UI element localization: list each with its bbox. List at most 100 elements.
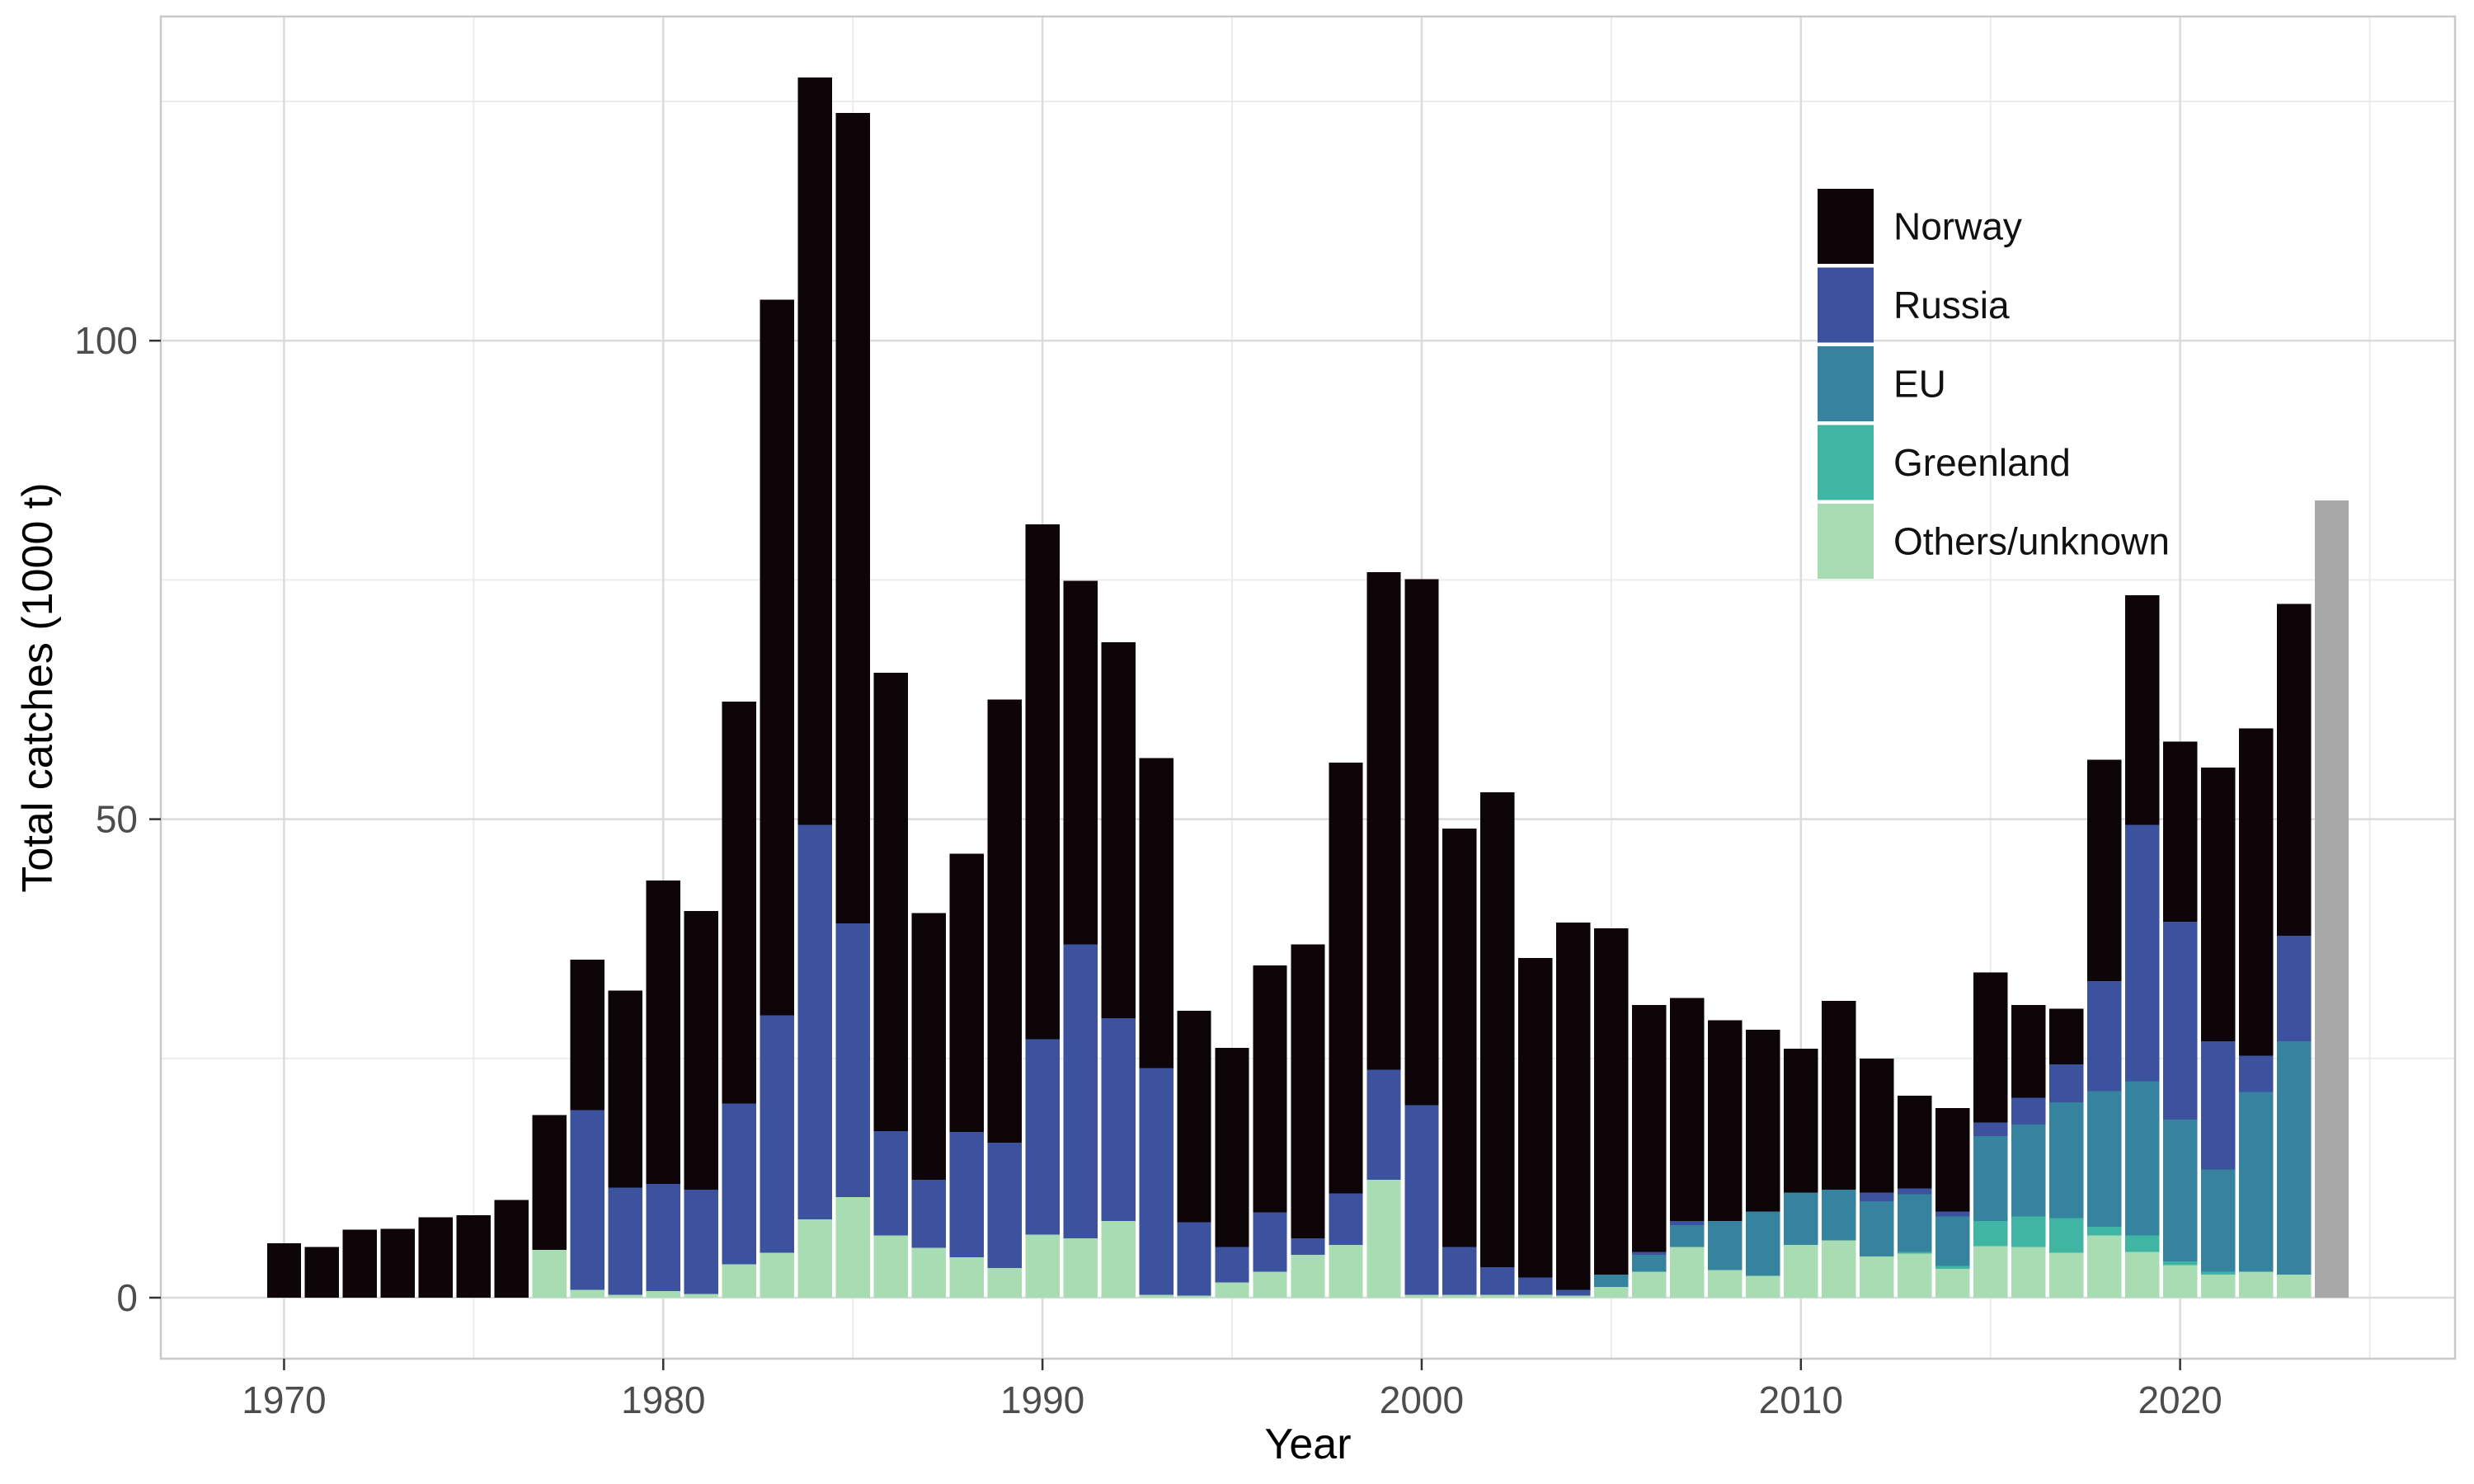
- bar-2015-Norway: [1973, 972, 2008, 1123]
- bar-2014-EU: [1935, 1216, 1970, 1266]
- bar-2011-EU: [1822, 1189, 1856, 1241]
- bar-1971-Norway: [304, 1247, 340, 1298]
- x-tick-label: 2020: [2138, 1378, 2222, 1421]
- y-tick-label: 100: [74, 319, 138, 362]
- bar-2015-Others/unknown: [1973, 1246, 2008, 1298]
- y-tick-label: 50: [96, 798, 138, 841]
- bar-1986-Others/unknown: [873, 1235, 908, 1298]
- bar-2009-EU: [1746, 1211, 1780, 1276]
- bar-2002-Russia: [1480, 1266, 1515, 1295]
- legend: Norway Russia EU Greenland Others/unknown: [1818, 189, 2170, 579]
- legend-label: Greenland: [1893, 441, 2071, 484]
- bar-1983-Russia: [760, 1015, 794, 1253]
- bar-1980-Norway: [646, 880, 680, 1184]
- bar-1997-Russia: [1291, 1238, 1325, 1255]
- bar-1984-Russia: [797, 824, 832, 1219]
- bar-2013-Others/unknown: [1898, 1253, 1932, 1298]
- bar-1977-Others/unknown: [532, 1249, 567, 1298]
- bar-2018-Russia: [2086, 980, 2122, 1092]
- bar-1990-Others/unknown: [1025, 1234, 1060, 1298]
- bar-2011-Others/unknown: [1822, 1240, 1856, 1298]
- bar-1996-Norway: [1253, 965, 1287, 1213]
- bar-1979-Others/unknown: [608, 1294, 642, 1298]
- bar-2008-Others/unknown: [1708, 1270, 1743, 1298]
- bar-2013-Norway: [1898, 1096, 1932, 1189]
- bar-2007-Norway: [1670, 998, 1705, 1222]
- bar-1994-Norway: [1177, 1010, 1211, 1223]
- bar-1991-Norway: [1063, 580, 1098, 945]
- bar-2012-EU: [1860, 1200, 1894, 1257]
- bar-2009-Others/unknown: [1746, 1275, 1780, 1298]
- bar-2021-EU: [2200, 1169, 2236, 1272]
- bar-2004-Norway: [1556, 922, 1591, 1290]
- bar-2017-Others/unknown: [2048, 1252, 2084, 1298]
- bar-1998-Norway: [1329, 763, 1363, 1194]
- bar-2018-EU: [2086, 1091, 2122, 1228]
- bar-2013-Russia: [1898, 1188, 1932, 1195]
- y-axis-title: Total catches (1000 t): [14, 482, 62, 893]
- bar-2017-EU: [2048, 1102, 2084, 1219]
- bar-1982-Norway: [722, 701, 756, 1104]
- bar-2016-Norway: [2011, 1004, 2046, 1098]
- bar-2008-Norway: [1708, 1020, 1743, 1222]
- bar-2022-Norway: [2238, 728, 2274, 1056]
- bar-1984-Norway: [797, 77, 832, 825]
- bar-2020-Norway: [2162, 741, 2198, 922]
- bar-1993-Norway: [1139, 758, 1174, 1068]
- bar-1999-Others/unknown: [1366, 1180, 1401, 1298]
- bar-2001-Russia: [1442, 1247, 1477, 1295]
- bar-2023-Russia: [2276, 936, 2312, 1041]
- legend-label: Others/unknown: [1893, 520, 2170, 563]
- bar-1995-Others/unknown: [1215, 1282, 1249, 1298]
- bar-1982-Others/unknown: [722, 1264, 756, 1298]
- bar-1996-Russia: [1253, 1212, 1287, 1272]
- bar-2002-Others/unknown: [1480, 1294, 1515, 1298]
- bar-1988-Norway: [949, 853, 984, 1133]
- bar-2007-Russia: [1670, 1221, 1705, 1225]
- bar-2023-Others/unknown: [2276, 1275, 2312, 1298]
- bar-1998-Russia: [1329, 1193, 1363, 1246]
- bar-1973-Norway: [380, 1228, 416, 1298]
- bar-1994-Russia: [1177, 1222, 1211, 1296]
- bar-1992-Russia: [1101, 1018, 1136, 1222]
- bar-1992-Norway: [1101, 641, 1136, 1019]
- legend-swatch-others-unknown: [1818, 504, 1874, 579]
- bar-2024-grey-2024: [2314, 500, 2349, 1298]
- bar-1988-Russia: [949, 1132, 984, 1258]
- bar-2020-Others/unknown: [2162, 1265, 2198, 1298]
- bar-1994-Others/unknown: [1177, 1295, 1211, 1298]
- bar-2008-EU: [1708, 1221, 1743, 1270]
- bar-1980-Others/unknown: [646, 1290, 680, 1298]
- bar-1978-Others/unknown: [570, 1289, 605, 1298]
- axes: 1970 1980 1990 2000 2010 2020 0 50 100: [74, 319, 2222, 1421]
- bar-1978-Russia: [570, 1110, 605, 1290]
- bar-2015-EU: [1973, 1135, 2008, 1222]
- panel-border: [159, 15, 2457, 1360]
- bar-2014-Russia: [1935, 1211, 1970, 1217]
- bar-2013-Greenland: [1898, 1252, 1932, 1254]
- bar-2000-Others/unknown: [1404, 1294, 1439, 1298]
- bar-1993-Russia: [1139, 1068, 1174, 1295]
- bar-1995-Russia: [1215, 1247, 1249, 1283]
- bar-1986-Russia: [873, 1131, 908, 1236]
- bar-1976-Norway: [494, 1200, 529, 1298]
- bar-2020-EU: [2162, 1120, 2198, 1261]
- bar-1991-Russia: [1063, 944, 1098, 1239]
- bar-2016-Greenland: [2011, 1216, 2046, 1247]
- bar-2006-Russia: [1632, 1252, 1667, 1255]
- bar-1998-Others/unknown: [1329, 1245, 1363, 1298]
- legend-label: Norway: [1893, 205, 2022, 248]
- x-axis-title: Year: [1264, 1421, 1352, 1468]
- bar-2020-Russia: [2162, 921, 2198, 1120]
- bar-1972-Norway: [342, 1229, 378, 1298]
- bar-2013-EU: [1898, 1194, 1932, 1252]
- bar-2019-Norway: [2124, 594, 2160, 825]
- bar-2021-Norway: [2200, 767, 2236, 1041]
- bar-2004-Others/unknown: [1556, 1295, 1591, 1298]
- bar-1993-Others/unknown: [1139, 1294, 1174, 1298]
- bar-2020-Greenland: [2162, 1261, 2198, 1266]
- bar-2014-Norway: [1935, 1108, 1970, 1212]
- bar-1990-Norway: [1025, 524, 1060, 1040]
- bar-2006-Others/unknown: [1632, 1271, 1667, 1298]
- bar-1977-Norway: [532, 1115, 567, 1250]
